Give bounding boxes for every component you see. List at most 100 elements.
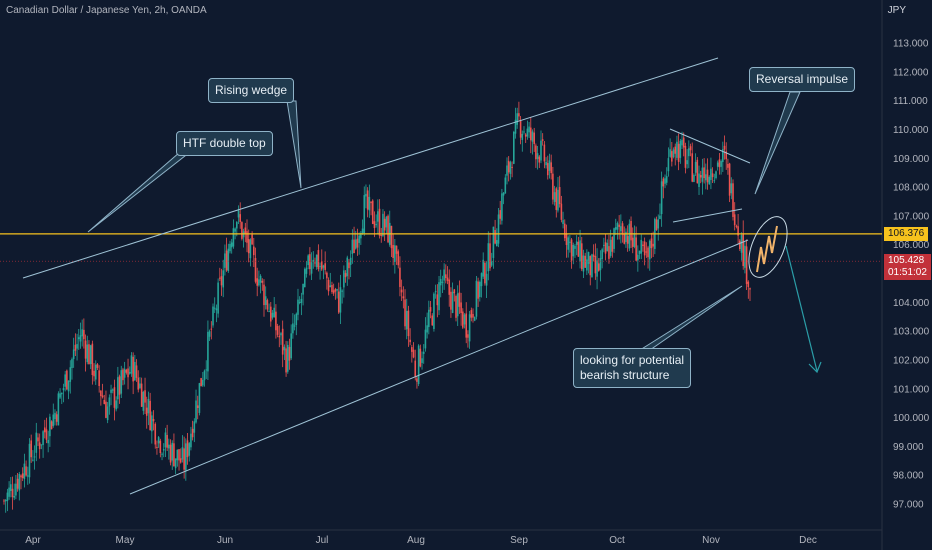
candle-body <box>592 254 595 257</box>
candle-body <box>344 273 347 278</box>
candle-body <box>489 243 491 269</box>
candle-body <box>725 151 728 160</box>
candle-body <box>424 329 427 349</box>
candle-body <box>453 289 456 294</box>
candle-body <box>298 301 301 303</box>
candle-body <box>115 400 117 410</box>
candle-body <box>234 228 236 232</box>
y-tick-label: 106.000 <box>893 240 930 251</box>
reversal-impulse-pointer <box>754 91 801 195</box>
candle-body <box>174 458 177 469</box>
candle-body <box>575 241 578 245</box>
candle-body <box>232 228 235 247</box>
candle-body <box>705 174 707 181</box>
candle-body <box>501 193 503 221</box>
candle-body <box>62 388 65 391</box>
candle-body <box>186 440 189 458</box>
candle-body <box>701 167 704 182</box>
candle-body <box>616 223 619 230</box>
candle-body <box>283 346 286 351</box>
candle-body <box>688 148 690 157</box>
candle-body <box>635 237 637 261</box>
candle-body <box>205 369 208 371</box>
candle-body <box>402 296 405 299</box>
candle-body <box>740 235 743 253</box>
candle-body <box>409 339 411 343</box>
candle-body <box>631 237 634 247</box>
candle-body <box>72 349 75 360</box>
candle-body <box>540 140 542 161</box>
candle-body <box>523 131 525 133</box>
candle-body <box>611 236 614 252</box>
candle-body <box>749 288 751 290</box>
candle-body <box>470 310 473 318</box>
candle-body <box>557 189 559 211</box>
candle-body <box>550 162 552 174</box>
candle-body <box>684 145 687 168</box>
candle-body <box>665 176 668 183</box>
candle-body <box>455 296 457 318</box>
candle-body <box>241 222 243 239</box>
candle-body <box>604 242 607 254</box>
candle-body <box>421 358 423 363</box>
candle-body <box>394 245 396 262</box>
candle-body <box>173 443 175 467</box>
y-tick-label: 111.000 <box>893 96 928 107</box>
candle-body <box>227 248 230 271</box>
candle-body <box>395 245 398 254</box>
candle-body <box>207 331 209 372</box>
y-tick-label: 113.000 <box>893 39 929 50</box>
candle-body <box>23 463 26 479</box>
candle-body <box>314 262 316 264</box>
candle-body <box>618 224 620 227</box>
candle-body <box>606 242 609 252</box>
x-tick-label: Oct <box>609 535 625 546</box>
candle-body <box>706 169 709 183</box>
candle-body <box>422 351 425 354</box>
candle-body <box>599 258 602 271</box>
candle-body <box>382 213 384 237</box>
bearish-structure-pointer <box>638 285 743 351</box>
candle-body <box>484 262 486 284</box>
candle-body <box>269 306 272 322</box>
candle-body <box>98 370 100 387</box>
candle-body <box>363 195 366 234</box>
candle-body <box>130 355 133 374</box>
candle-body <box>462 311 464 328</box>
candle-body <box>144 390 146 403</box>
candle-body <box>303 269 306 288</box>
projection-path <box>756 225 778 273</box>
candle-body <box>169 444 172 463</box>
candle-body <box>77 337 80 340</box>
candle-body <box>281 328 284 355</box>
wedge-lower-line <box>129 239 749 495</box>
candle-body <box>465 313 468 338</box>
candle-body <box>181 447 184 460</box>
candle-body <box>295 313 298 326</box>
candle-body <box>433 293 435 329</box>
candle-body <box>26 475 29 477</box>
candle-body <box>71 359 73 369</box>
candle-body <box>713 180 716 182</box>
candle-body <box>220 276 223 286</box>
x-tick-label: Dec <box>799 535 817 546</box>
candle-body <box>356 238 359 248</box>
candle-body <box>715 171 717 179</box>
candle-body <box>100 390 102 397</box>
candle-body <box>261 280 264 283</box>
candle-body <box>587 252 590 264</box>
candle-body <box>268 311 270 313</box>
candle-body <box>38 442 41 450</box>
candle-body <box>514 119 517 134</box>
candle-body <box>25 466 27 476</box>
x-tick-label: Jun <box>217 535 233 546</box>
candle-body <box>494 230 496 244</box>
candle-body <box>353 239 355 254</box>
candle-body <box>190 433 192 448</box>
candle-body <box>179 458 182 463</box>
candle-body <box>3 500 5 502</box>
candle-body <box>336 289 338 291</box>
candle-body <box>728 163 731 196</box>
candle-body <box>280 333 282 336</box>
horizontal-level-tag: 106.376 <box>884 226 929 241</box>
